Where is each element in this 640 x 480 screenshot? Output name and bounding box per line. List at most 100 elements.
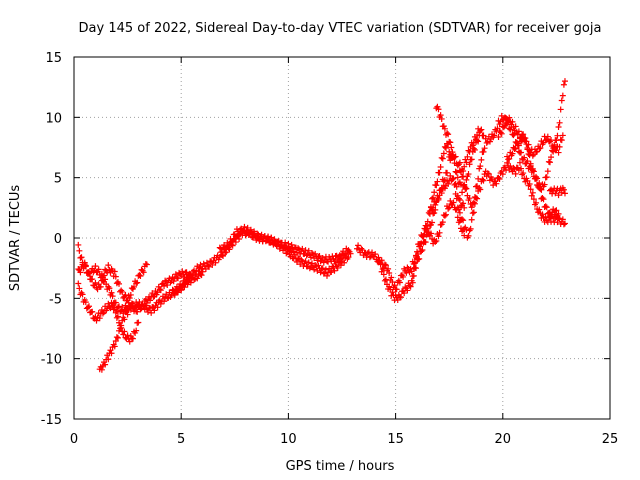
x-tick-label: 5 bbox=[177, 432, 185, 447]
data-point bbox=[432, 238, 439, 245]
data-point bbox=[463, 159, 470, 166]
data-point bbox=[440, 150, 447, 157]
data-point bbox=[437, 112, 444, 119]
data-point bbox=[117, 308, 124, 315]
data-point bbox=[536, 180, 543, 187]
data-point bbox=[558, 137, 565, 144]
data-point bbox=[459, 216, 466, 223]
series-track-16 bbox=[546, 184, 568, 199]
data-point bbox=[84, 304, 91, 311]
data-point bbox=[495, 134, 502, 141]
data-point bbox=[137, 273, 144, 280]
data-point bbox=[471, 194, 478, 201]
data-point bbox=[552, 207, 559, 214]
x-axis-label: GPS time / hours bbox=[286, 459, 395, 474]
data-point bbox=[485, 170, 492, 177]
data-point bbox=[299, 245, 306, 252]
data-point bbox=[434, 178, 441, 185]
data-point bbox=[548, 213, 555, 220]
data-point bbox=[116, 327, 123, 334]
data-point bbox=[305, 247, 312, 254]
data-point bbox=[445, 205, 452, 212]
data-point bbox=[389, 289, 396, 296]
data-point bbox=[89, 276, 96, 283]
data-point bbox=[498, 130, 505, 137]
data-point bbox=[154, 304, 161, 311]
data-point bbox=[326, 265, 333, 272]
data-point bbox=[526, 180, 533, 187]
series-track-7 bbox=[354, 169, 451, 293]
data-point bbox=[389, 278, 396, 285]
data-point bbox=[131, 283, 138, 290]
data-point bbox=[113, 334, 120, 341]
data-point bbox=[288, 241, 295, 248]
data-point bbox=[116, 280, 123, 287]
data-point bbox=[431, 209, 438, 216]
data-point bbox=[480, 177, 487, 184]
data-point bbox=[105, 356, 112, 363]
data-point bbox=[537, 185, 544, 192]
data-point bbox=[421, 231, 428, 238]
data-point bbox=[465, 147, 472, 154]
data-point bbox=[523, 138, 530, 145]
data-point bbox=[465, 232, 472, 239]
y-tick-label: 10 bbox=[45, 111, 62, 126]
data-point bbox=[198, 272, 205, 279]
data-point bbox=[253, 234, 260, 241]
data-point bbox=[460, 200, 467, 207]
data-point bbox=[111, 268, 118, 275]
data-point bbox=[560, 186, 567, 193]
data-point bbox=[469, 200, 476, 207]
data-point bbox=[512, 123, 519, 130]
grid bbox=[74, 57, 610, 419]
data-point bbox=[555, 149, 562, 156]
data-point bbox=[498, 112, 505, 119]
data-point bbox=[225, 244, 232, 251]
data-point bbox=[334, 256, 341, 263]
data-point bbox=[347, 250, 354, 257]
data-point bbox=[385, 265, 392, 272]
data-point bbox=[446, 204, 453, 211]
data-point bbox=[459, 189, 466, 196]
data-point bbox=[161, 283, 168, 290]
data-point bbox=[445, 180, 452, 187]
data-point bbox=[450, 175, 457, 182]
data-point bbox=[380, 271, 387, 278]
data-point bbox=[114, 313, 121, 320]
data-point bbox=[120, 331, 127, 338]
data-point bbox=[499, 171, 506, 178]
y-tick-label: 5 bbox=[54, 172, 62, 187]
data-point bbox=[506, 114, 513, 121]
data-point bbox=[538, 186, 545, 193]
data-point bbox=[526, 152, 533, 159]
data-point bbox=[520, 170, 527, 177]
data-point bbox=[302, 247, 309, 254]
data-point bbox=[364, 250, 371, 257]
data-point bbox=[486, 138, 493, 145]
data-point bbox=[470, 139, 477, 146]
data-point bbox=[553, 137, 560, 144]
data-point bbox=[260, 234, 267, 241]
data-point bbox=[560, 221, 567, 228]
data-point bbox=[483, 139, 490, 146]
data-point bbox=[401, 290, 408, 297]
data-point bbox=[106, 285, 113, 292]
data-point bbox=[501, 122, 508, 129]
data-point bbox=[295, 245, 302, 252]
data-point bbox=[424, 225, 431, 232]
data-point bbox=[218, 248, 225, 255]
data-point bbox=[406, 282, 413, 289]
data-point bbox=[525, 141, 532, 148]
data-point bbox=[478, 126, 485, 133]
data-point bbox=[376, 257, 383, 264]
data-point bbox=[474, 137, 481, 144]
data-point bbox=[96, 315, 103, 322]
data-point bbox=[157, 287, 164, 294]
data-point bbox=[543, 174, 550, 181]
data-point bbox=[455, 161, 462, 168]
data-point bbox=[463, 226, 470, 233]
data-point bbox=[493, 180, 500, 187]
data-point bbox=[561, 78, 568, 85]
data-point bbox=[409, 279, 416, 286]
